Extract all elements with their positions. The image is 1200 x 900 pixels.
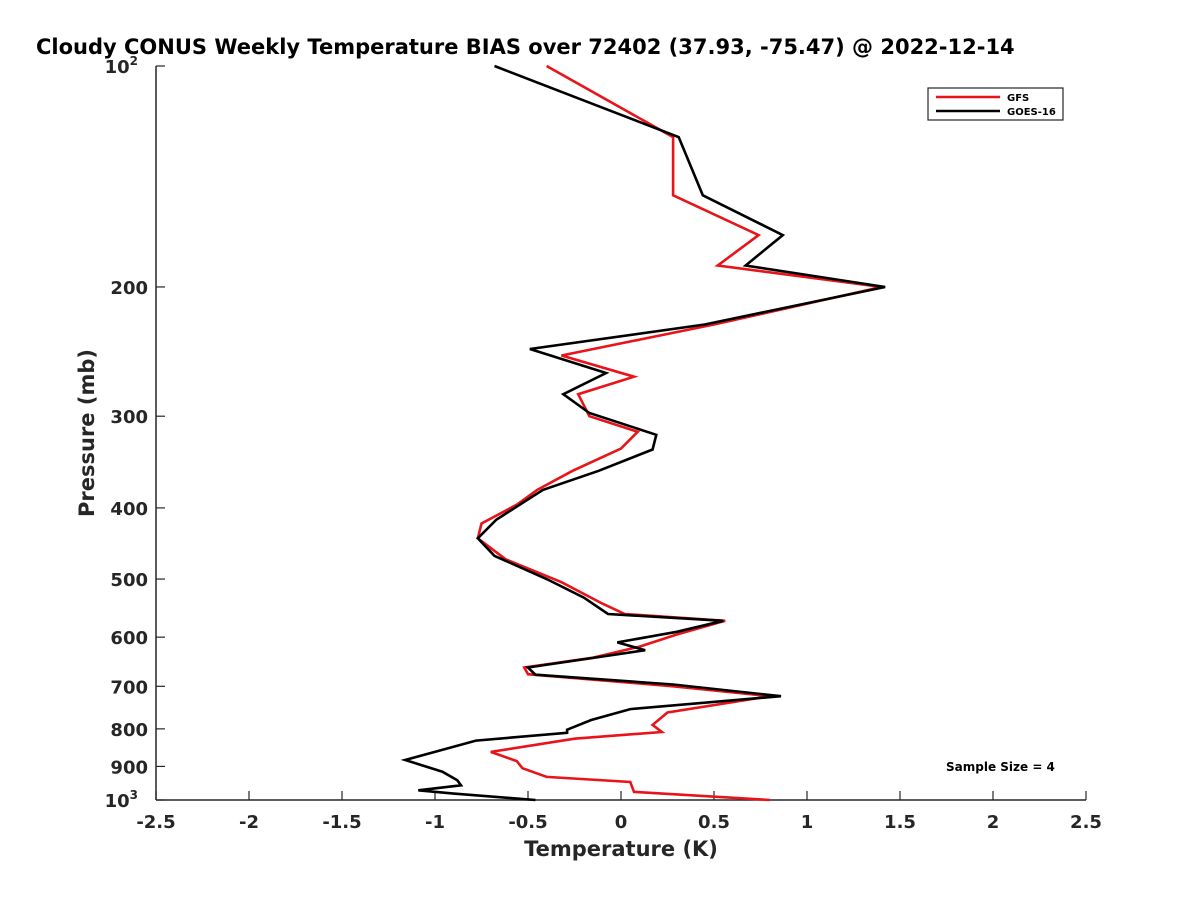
y-tick-label: 900: [110, 757, 148, 778]
legend: GFS GOES-16: [927, 87, 1064, 121]
x-ticks: -2.5 -2 -1.5 -1 -0.5 0 0.5 1 1.5 2 2.5: [136, 791, 1102, 833]
y-tick-label: 800: [110, 720, 148, 741]
x-tick-label: -1.5: [322, 812, 361, 833]
y-tick-label: 300: [110, 407, 148, 428]
y-tick-label: 103: [105, 788, 138, 812]
y-tick-label: 102: [105, 54, 138, 78]
x-tick-label: -1: [425, 812, 445, 833]
x-tick-label: 2: [987, 812, 1000, 833]
chart-title: Cloudy CONUS Weekly Temperature BIAS ove…: [36, 35, 1015, 59]
x-tick-label: 0.5: [698, 812, 730, 833]
y-ticks: 102 200 300 400 500 600 700 800 900 103: [105, 54, 165, 812]
y-tick-label: 700: [110, 677, 148, 698]
x-tick-label: -2.5: [136, 812, 175, 833]
x-tick-label: 2.5: [1070, 812, 1102, 833]
x-tick-label: -0.5: [508, 812, 547, 833]
legend-box: [927, 87, 1064, 121]
y-tick-label: 400: [110, 499, 148, 520]
x-tick-label: -2: [239, 812, 259, 833]
legend-label-gfs: GFS: [1007, 93, 1029, 104]
series-layer: [400, 64, 886, 802]
y-axis-label: Pressure (mb): [75, 349, 99, 517]
series-line-gfs: [476, 64, 882, 802]
sample-size-annotation: Sample Size = 4: [946, 760, 1055, 774]
legend-label-goes-16: GOES-16: [1007, 107, 1056, 118]
x-tick-label: 0: [615, 812, 628, 833]
y-tick-label: 200: [110, 278, 148, 299]
x-tick-label: 1: [801, 812, 814, 833]
plot-area: -2.5 -2 -1.5 -1 -0.5 0 0.5 1 1.5 2 2.5 102 200 300 40…: [105, 54, 1102, 833]
series-line-goes-16: [400, 64, 886, 802]
x-axis-label: Temperature (K): [524, 837, 718, 861]
x-tick-label: 1.5: [884, 812, 916, 833]
y-tick-label: 600: [110, 628, 148, 649]
y-tick-label: 500: [110, 570, 148, 591]
